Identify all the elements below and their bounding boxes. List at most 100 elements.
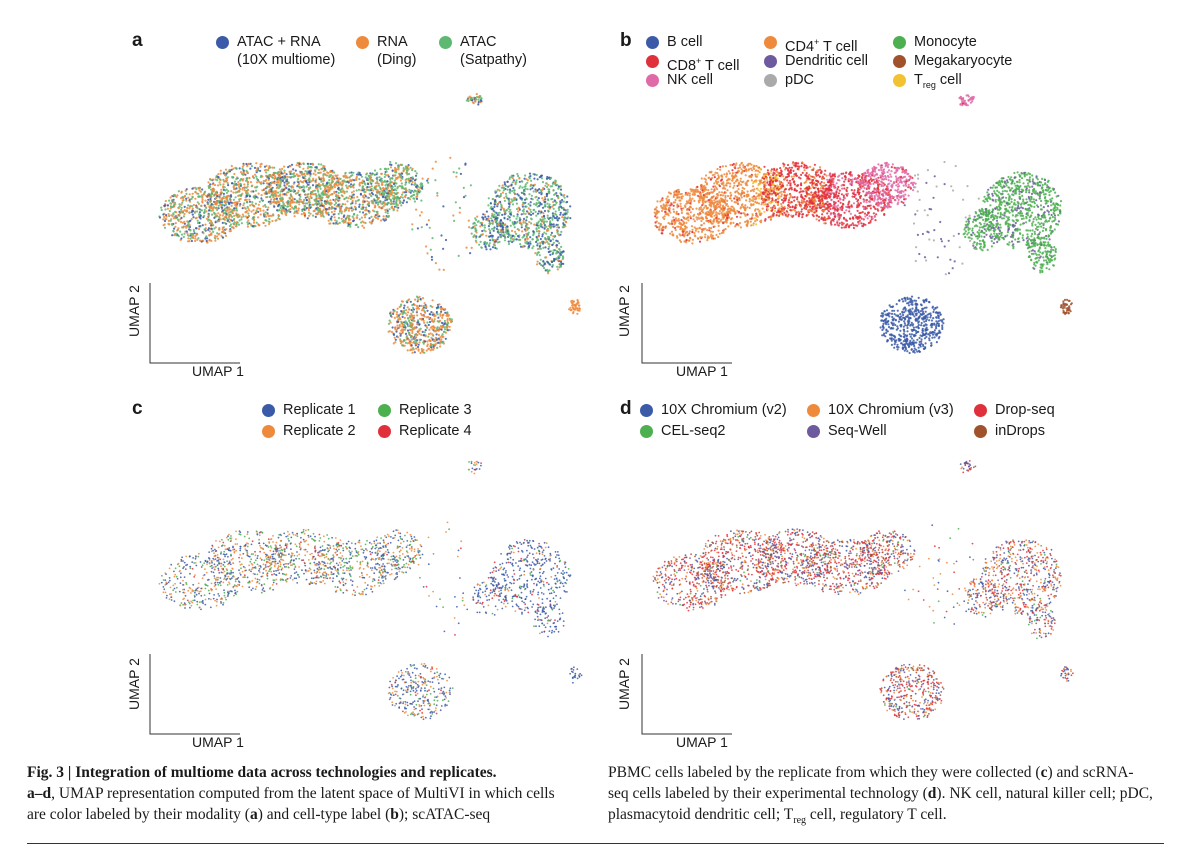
legend-item-nk: NK cell xyxy=(646,71,713,89)
legend-item-rep4: Replicate 4 xyxy=(378,422,472,440)
legend-label: Replicate 1 xyxy=(283,402,356,418)
legend-label: Replicate 2 xyxy=(283,423,356,439)
legend-label: Replicate 3 xyxy=(399,402,472,418)
legend-dot xyxy=(807,404,820,417)
legend-dot xyxy=(893,55,906,68)
legend-dot xyxy=(893,36,906,49)
legend-label: (Satpathy) xyxy=(460,52,527,68)
caption-text: PBMC cells labeled by the replicate from… xyxy=(608,764,1041,781)
caption-ref: a xyxy=(249,806,258,823)
legend-dot xyxy=(640,404,653,417)
panel-d: d 10X Chromium (v2) 10X Chromium (v3) Dr… xyxy=(612,392,1172,772)
legend-dot xyxy=(764,36,777,49)
legend-label: ATAC xyxy=(460,34,497,50)
legend-item-b-cell: B cell xyxy=(646,33,702,51)
legend-dot xyxy=(216,36,229,49)
figure-title: Fig. 3 | Integration of multiome data ac… xyxy=(27,764,497,781)
figure-caption-left: Fig. 3 | Integration of multiome data ac… xyxy=(27,762,577,825)
legend-dot xyxy=(356,36,369,49)
panel-c: c Replicate 1 Replicate 3 Replicate 2 Re… xyxy=(120,392,680,772)
legend-dot xyxy=(378,404,391,417)
caption-ref: c xyxy=(1040,764,1048,781)
legend-dot xyxy=(646,55,659,68)
legend-item-10x-v2: 10X Chromium (v2) xyxy=(640,401,787,419)
legend-item-pdc: pDC xyxy=(764,71,814,89)
caption-text: , UMAP representation computed from the … xyxy=(27,785,555,823)
legend-dot xyxy=(974,404,987,417)
panel-label-a: a xyxy=(132,30,143,51)
legend-label: Drop-seq xyxy=(995,402,1055,418)
legend-label: pDC xyxy=(785,72,815,88)
legend-item-10x-v3: 10X Chromium (v3) xyxy=(807,401,954,419)
legend-label: (Ding) xyxy=(377,52,417,68)
caption-ref: a–d xyxy=(27,785,52,802)
legend-label: inDrops xyxy=(995,423,1045,439)
panel-label-c: c xyxy=(132,398,143,419)
legend-item-cd4: CD4+ T cell xyxy=(764,33,857,56)
legend-label: 10X Chromium (v2) xyxy=(661,402,787,418)
caption-ref: d xyxy=(927,785,937,802)
legend-label: CD8+ T cell xyxy=(667,56,740,74)
legend-dot xyxy=(439,36,452,49)
legend-dot xyxy=(262,404,275,417)
caption-text: reg xyxy=(793,815,807,827)
legend-dot xyxy=(262,425,275,438)
legend-label: RNA xyxy=(377,34,408,50)
figure-caption-right: PBMC cells labeled by the replicate from… xyxy=(608,762,1153,831)
legend-dot xyxy=(974,425,987,438)
legend-item-indrops: inDrops xyxy=(974,422,1045,440)
legend-label: CEL-seq2 xyxy=(661,423,726,439)
legend-label: Replicate 4 xyxy=(399,423,472,439)
panel-label-b: b xyxy=(620,30,632,51)
legend-label: 10X Chromium (v3) xyxy=(828,402,954,418)
legend-label: Megakaryocyte xyxy=(914,53,1013,69)
legend-dot xyxy=(646,36,659,49)
legend-dot xyxy=(807,425,820,438)
axis-x-label: UMAP 1 xyxy=(676,363,728,379)
legend-label: Dendritic cell xyxy=(785,53,868,69)
legend-label: Monocyte xyxy=(914,34,977,50)
caption-ref: b xyxy=(390,806,399,823)
axis-x-label: UMAP 1 xyxy=(192,734,244,750)
panel-label-d: d xyxy=(620,398,632,419)
legend-label: (10X multiome) xyxy=(237,52,336,68)
axis-x-label: UMAP 1 xyxy=(192,363,244,379)
legend-label: B cell xyxy=(667,34,703,50)
legend-dot xyxy=(764,74,777,87)
legend-item-monocyte: Monocyte xyxy=(893,33,977,51)
axis-y-label: UMAP 2 xyxy=(616,658,632,710)
legend-item-celseq2: CEL-seq2 xyxy=(640,422,725,440)
axis-y-label: UMAP 2 xyxy=(126,285,142,337)
caption-text: ) and cell-type label ( xyxy=(257,806,391,823)
legend-item-rna: RNA (Ding) xyxy=(356,33,416,69)
axis-x-label: UMAP 1 xyxy=(676,734,728,750)
legend-dot xyxy=(646,74,659,87)
umap-scatter-c xyxy=(149,460,583,735)
legend-dot xyxy=(764,55,777,68)
legend-label: NK cell xyxy=(667,72,713,88)
axis-y-label: UMAP 2 xyxy=(616,285,632,337)
caption-text: cell, regulatory T cell. xyxy=(806,806,947,823)
legend-label: Treg cell xyxy=(914,72,962,90)
legend-item-atac-rna: ATAC + RNA (10X multiome) xyxy=(216,33,335,69)
legend-item-rep2: Replicate 2 xyxy=(262,422,356,440)
caption-text: ) and scRNA-seq cells labeled by their e… xyxy=(608,764,1134,802)
umap-scatter-d xyxy=(641,460,1074,735)
umap-scatter-b xyxy=(641,94,1073,364)
panel-b: b B cell CD4+ T cell Monocyte CD8+ T cel… xyxy=(612,25,1172,405)
legend-item-cd8: CD8+ T cell xyxy=(646,52,739,75)
axis-y-label: UMAP 2 xyxy=(126,658,142,710)
legend-item-atac: ATAC (Satpathy) xyxy=(439,33,527,69)
caption-text: ). NK cell, natural killer cell; pDC, pl… xyxy=(608,785,1153,823)
legend-label: Seq-Well xyxy=(828,423,887,439)
legend-label: CD4+ T cell xyxy=(785,37,858,55)
legend-item-dropseq: Drop-seq xyxy=(974,401,1055,419)
legend-dot xyxy=(640,425,653,438)
legend-item-rep3: Replicate 3 xyxy=(378,401,472,419)
bottom-rule xyxy=(27,843,1164,844)
legend-item-seqwell: Seq-Well xyxy=(807,422,887,440)
legend-item-dendritic: Dendritic cell xyxy=(764,52,868,70)
legend-item-rep1: Replicate 1 xyxy=(262,401,356,419)
umap-scatter-a xyxy=(149,93,581,364)
caption-text: ); scATAC-seq xyxy=(398,806,491,823)
